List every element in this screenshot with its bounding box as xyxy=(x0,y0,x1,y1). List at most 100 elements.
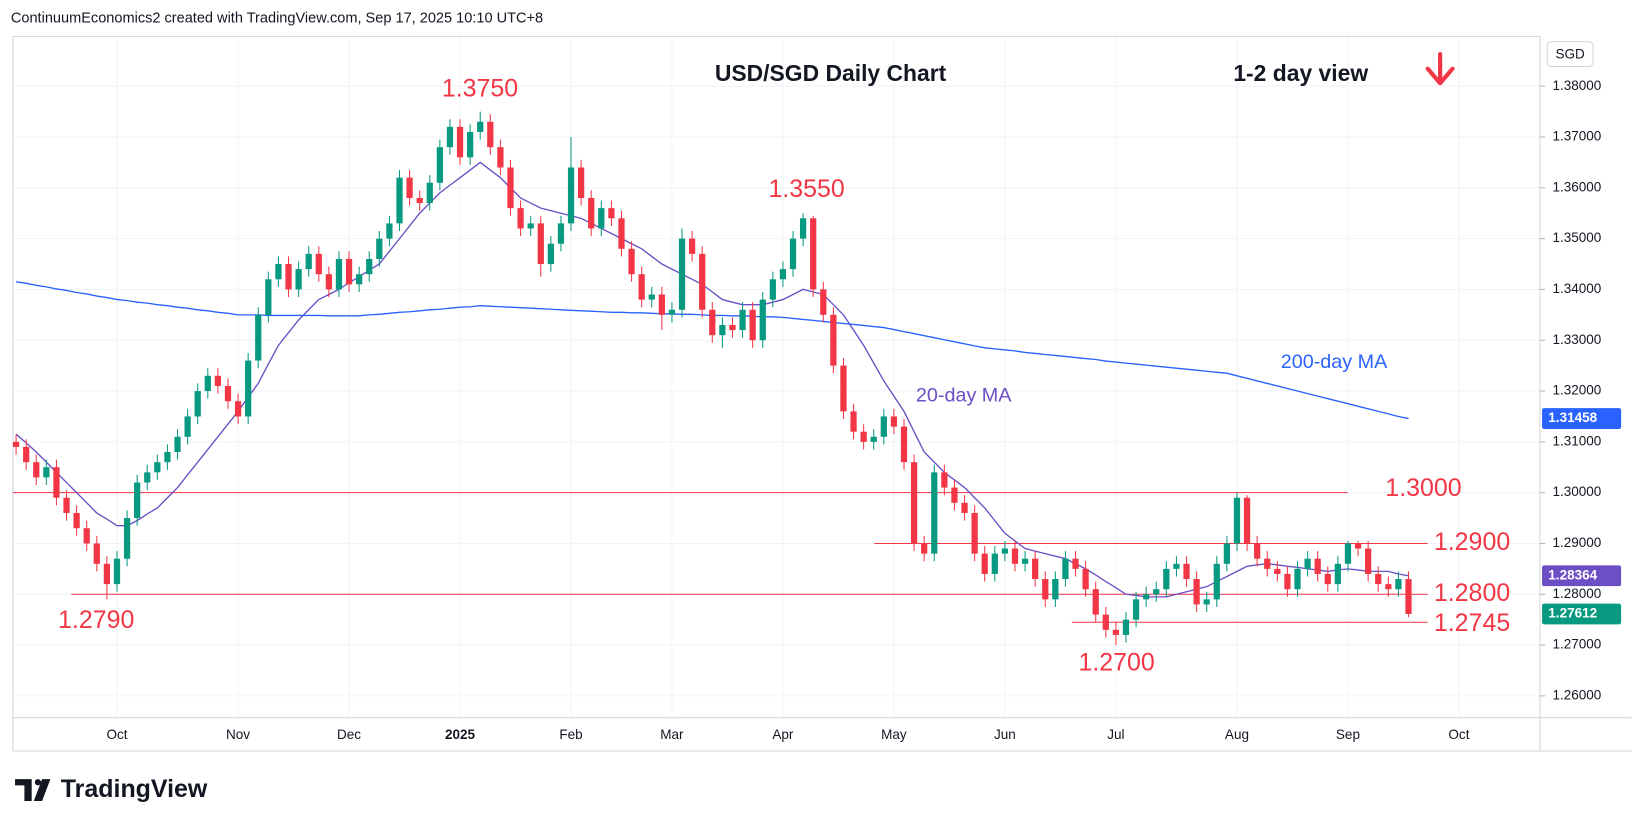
x-tick-label: Jun xyxy=(994,727,1016,742)
candle-body xyxy=(1243,497,1251,544)
candle-body xyxy=(83,528,90,544)
candle-body xyxy=(941,472,948,488)
candle-body xyxy=(1153,589,1160,595)
candle-body xyxy=(295,269,302,290)
candle-body xyxy=(668,309,676,315)
x-tick-label: Oct xyxy=(106,727,127,742)
candle-body xyxy=(628,248,635,275)
candle-body xyxy=(507,167,514,209)
candle-body xyxy=(73,512,80,529)
brand-logo: TradingView xyxy=(15,775,208,803)
candle-body xyxy=(53,467,60,498)
logo-icon xyxy=(15,779,51,801)
currency: SGD xyxy=(1555,47,1585,62)
candle-body xyxy=(527,223,534,229)
candle-body xyxy=(255,314,262,361)
x-tick-label: Sep xyxy=(1336,727,1360,742)
candle-body xyxy=(285,264,292,290)
candle-body xyxy=(1193,579,1200,605)
candle-body xyxy=(880,416,887,437)
y-tick-label: 1.33000 xyxy=(1552,332,1601,347)
candle-body xyxy=(456,126,464,158)
candle-body xyxy=(103,563,111,585)
candle-body xyxy=(991,553,998,574)
candle-body xyxy=(1233,497,1241,544)
x-tick-label: Jul xyxy=(1107,727,1124,742)
y-tick-label: 1.34000 xyxy=(1552,281,1601,296)
candle-body xyxy=(1001,548,1009,554)
price-badge-label: 1.31458 xyxy=(1548,410,1597,425)
x-tick-label: Dec xyxy=(337,727,361,742)
candle-body xyxy=(234,401,242,417)
x-tick-label: 2025 xyxy=(445,727,476,742)
candle-body xyxy=(1062,558,1069,580)
candle-body xyxy=(810,218,817,290)
candle-body xyxy=(174,436,181,453)
level-label: 1.2700 xyxy=(1078,648,1154,676)
candle-body xyxy=(850,411,857,432)
currency-box xyxy=(1546,41,1594,68)
candle-body xyxy=(154,462,161,473)
candle-body xyxy=(1314,558,1321,574)
candle-body xyxy=(1032,558,1039,580)
candle-body xyxy=(426,182,433,204)
candle-body xyxy=(1122,619,1130,635)
down-arrow xyxy=(1425,52,1455,86)
candle-body xyxy=(1132,599,1140,620)
y-tick-label: 1.37000 xyxy=(1552,129,1601,144)
candle-body xyxy=(1375,573,1382,585)
candle-body xyxy=(951,487,958,503)
candle-body xyxy=(709,309,716,336)
x-tick-label: May xyxy=(881,727,907,742)
candle-body xyxy=(567,167,575,224)
candle-body xyxy=(779,269,787,280)
candle-body xyxy=(416,197,423,204)
candle-body xyxy=(63,497,70,513)
candle-body xyxy=(739,309,746,331)
y-tick-label: 1.28000 xyxy=(1552,586,1601,601)
candle-body xyxy=(860,431,867,442)
candle-body xyxy=(245,360,252,417)
candle-body xyxy=(1072,558,1079,569)
brand: TradingView xyxy=(61,775,208,803)
candle-body xyxy=(446,126,454,148)
candle-body xyxy=(1405,579,1412,614)
candle-body xyxy=(1102,614,1109,630)
candle-body xyxy=(547,243,554,265)
candle-body xyxy=(265,279,272,315)
candle-body xyxy=(134,482,141,519)
candle-body xyxy=(971,512,978,554)
candle-body xyxy=(12,441,20,447)
candle-body xyxy=(1274,568,1281,574)
candle-body xyxy=(1365,548,1372,574)
x-tick-label: Aug xyxy=(1225,727,1249,742)
candle-body xyxy=(1021,558,1029,564)
candle-body xyxy=(406,177,413,198)
level-label: 1.2800 xyxy=(1434,579,1510,607)
candle-body xyxy=(164,452,171,463)
candle-body xyxy=(537,223,544,265)
candle-body xyxy=(497,147,504,168)
level-label: 1.2900 xyxy=(1434,528,1510,556)
candle-body xyxy=(648,294,655,300)
candle-body xyxy=(1082,568,1089,590)
candle-body xyxy=(910,462,918,544)
candle-body xyxy=(1092,589,1099,615)
candle-body xyxy=(305,253,312,270)
candle-body xyxy=(1324,573,1331,585)
candle-body xyxy=(618,218,625,249)
x-tick-label: Nov xyxy=(226,727,250,742)
candle-body xyxy=(1042,579,1049,600)
x-tick-label: Feb xyxy=(559,727,582,742)
candle-body xyxy=(487,121,494,148)
candle-body xyxy=(93,543,100,564)
candle-body xyxy=(699,253,706,310)
candle-body xyxy=(325,274,332,290)
candle-body xyxy=(931,472,938,554)
candle-body xyxy=(33,462,40,478)
candle-body xyxy=(366,258,373,275)
y-tick-label: 1.32000 xyxy=(1552,383,1601,398)
price-badge xyxy=(1542,603,1622,625)
